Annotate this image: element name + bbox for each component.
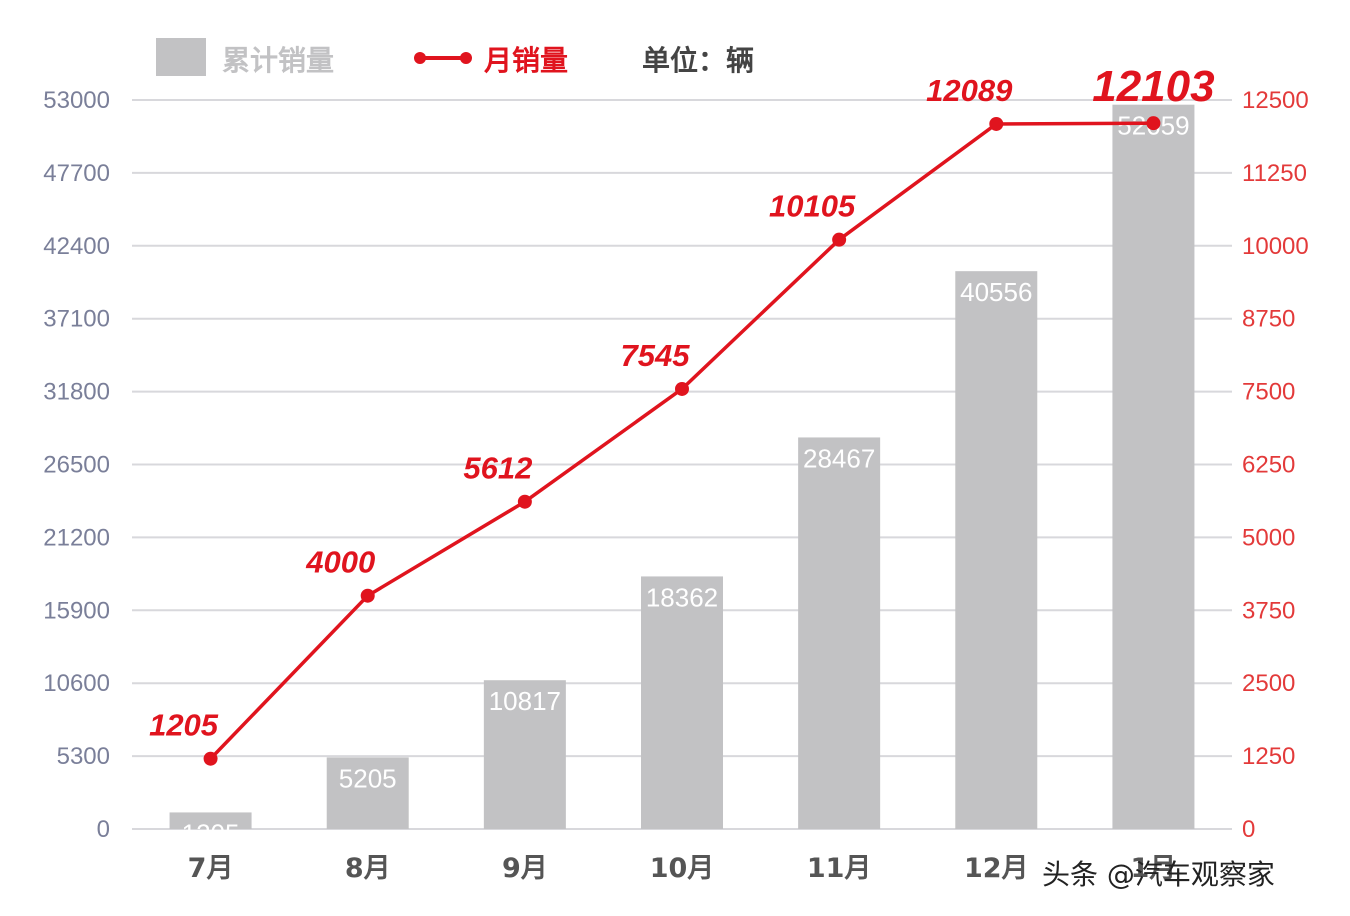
left-tick-label: 47700 <box>43 160 110 187</box>
category-label: 8月 <box>345 853 391 884</box>
line-value-label: 12103 <box>1092 62 1214 111</box>
right-tick-label: 0 <box>1242 816 1255 843</box>
right-tick-label: 3750 <box>1242 597 1295 624</box>
legend-line-marker-left <box>414 52 426 64</box>
bar-value-label: 1205 <box>182 818 240 848</box>
right-tick-label: 7500 <box>1242 379 1295 406</box>
category-label: 1月 <box>1131 853 1177 884</box>
left-tick-label: 53000 <box>43 87 110 114</box>
legend-line-label: 月销量 <box>483 44 568 77</box>
category-label: 10月 <box>650 853 715 884</box>
bar <box>169 812 252 829</box>
left-tick-label: 37100 <box>43 306 110 333</box>
right-tick-label: 8750 <box>1242 306 1295 333</box>
right-tick-label: 5000 <box>1242 524 1295 551</box>
right-tick-label: 2500 <box>1242 670 1295 697</box>
line-point <box>989 116 1004 131</box>
right-tick-label: 12500 <box>1242 87 1309 114</box>
right-tick-label: 11250 <box>1242 160 1307 187</box>
bar-value-label: 10817 <box>489 686 561 716</box>
bar <box>641 576 723 829</box>
bar-value-label: 18362 <box>646 582 718 612</box>
x-axis-categories: 7月 8月 9月 10月 11月 12月 1月 <box>188 853 1177 884</box>
line-series-monthly <box>203 116 1161 766</box>
grid-lines <box>132 99 1232 830</box>
line-value-label: 7545 <box>621 338 691 373</box>
line-value-label: 10105 <box>769 189 856 224</box>
right-axis-ticks: 0 1250 2500 3750 5000 6250 7500 8750 10000 11250 1… <box>1242 87 1309 843</box>
legend-bar-label: 累计销量 <box>222 44 334 77</box>
line-value-labels: 1205 4000 5612 7545 10105 12089 12103 <box>149 62 1215 743</box>
left-tick-label: 0 <box>97 816 110 843</box>
right-tick-label: 10000 <box>1242 233 1309 260</box>
category-label: 7月 <box>188 853 234 884</box>
category-label: 12月 <box>964 853 1029 884</box>
left-tick-label: 42400 <box>43 233 110 260</box>
bar <box>326 757 409 829</box>
left-tick-label: 21200 <box>43 524 110 551</box>
right-tick-label: 6250 <box>1242 452 1295 479</box>
left-tick-label: 5300 <box>57 743 110 770</box>
legend-bar-swatch <box>156 38 206 76</box>
left-tick-label: 10600 <box>43 670 110 697</box>
line-value-label: 4000 <box>305 545 375 580</box>
bar-value-label: 40556 <box>960 277 1032 307</box>
right-tick-label: 1250 <box>1242 743 1295 770</box>
line-point <box>517 494 532 509</box>
unit-label: 单位：辆 <box>642 44 754 77</box>
line-point <box>360 588 375 603</box>
category-label: 9月 <box>502 853 548 884</box>
bar-value-label: 5205 <box>339 763 397 793</box>
bar <box>483 680 566 829</box>
bar <box>798 437 881 829</box>
bar-series-cumulative <box>169 104 1195 829</box>
line-value-label: 12089 <box>926 73 1013 108</box>
legend-line-marker-right <box>460 52 472 64</box>
line-value-label: 5612 <box>463 451 532 486</box>
line-point <box>203 751 218 766</box>
legend: 累计销量 月销量 单位：辆 <box>156 38 754 77</box>
bar-value-labels: 120552051081718362284674055652659 <box>182 111 1190 849</box>
left-tick-label: 31800 <box>43 379 110 406</box>
bar-value-label: 28467 <box>803 443 875 473</box>
bar <box>1112 104 1195 829</box>
category-label: 11月 <box>807 853 872 884</box>
bar <box>955 271 1038 829</box>
line-value-label: 1205 <box>149 708 219 743</box>
line-point <box>1146 116 1161 131</box>
left-tick-label: 26500 <box>43 452 110 479</box>
line-point <box>675 381 689 396</box>
line-point <box>832 232 847 247</box>
left-axis-ticks: 0 5300 10600 15900 21200 26500 31800 37100 42400… <box>43 87 110 843</box>
left-tick-label: 15900 <box>43 597 110 624</box>
watermark: 头条 @汽车观察家 <box>1042 858 1275 891</box>
